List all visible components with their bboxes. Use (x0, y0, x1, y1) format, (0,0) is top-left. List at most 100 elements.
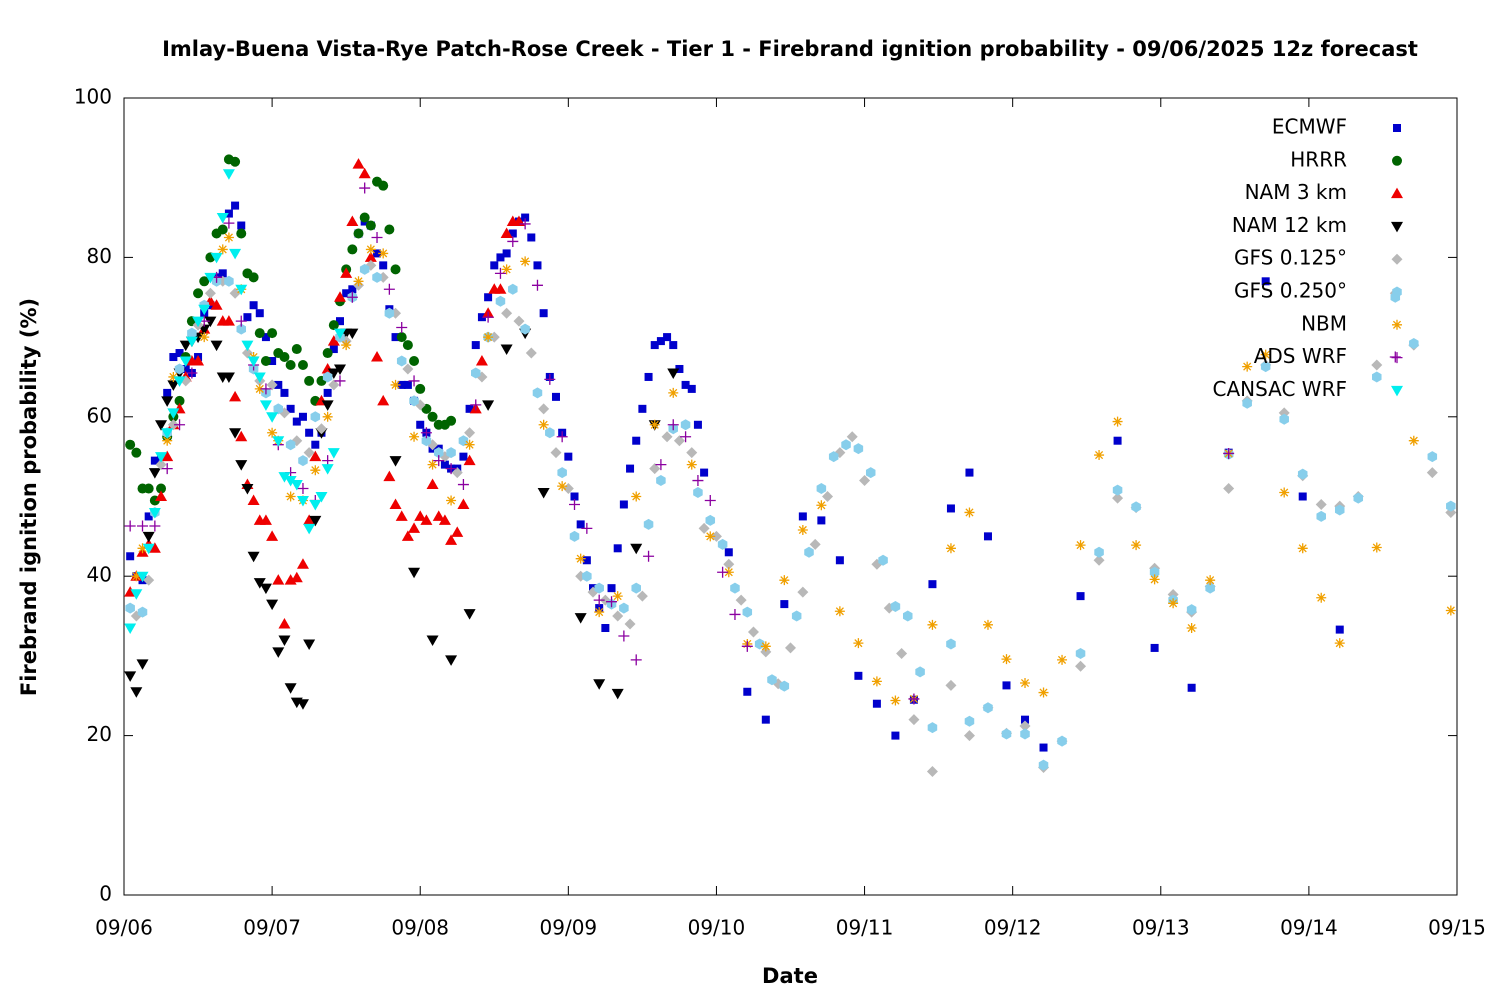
data-point (760, 641, 771, 652)
data-point (1242, 361, 1253, 372)
data-point (582, 556, 591, 565)
data-point (315, 423, 327, 435)
data-point (254, 383, 265, 394)
legend-label: GFS 0.250° (1234, 279, 1347, 303)
data-point (296, 558, 309, 569)
data-point (420, 514, 433, 525)
data-point (865, 467, 876, 479)
data-point (235, 315, 247, 327)
data-point (310, 411, 321, 423)
data-point (266, 530, 279, 541)
data-point (216, 213, 229, 224)
data-point (1223, 483, 1235, 495)
data-point (235, 460, 248, 471)
data-point (1001, 654, 1012, 665)
data-point (1205, 582, 1215, 594)
data-point (496, 253, 505, 262)
data-point (161, 463, 173, 475)
data-point (346, 328, 359, 340)
data-point (612, 591, 623, 602)
data-point (311, 440, 320, 449)
data-point (1205, 575, 1216, 586)
data-point (859, 475, 871, 487)
data-point (834, 606, 845, 617)
data-point (303, 639, 316, 650)
data-point (601, 624, 610, 633)
data-point (1242, 397, 1252, 409)
data-point (680, 419, 691, 431)
data-point (817, 516, 826, 525)
data-point (533, 261, 542, 270)
data-point (333, 364, 346, 375)
data-point (229, 428, 242, 439)
data-point (389, 456, 402, 467)
data-point (1223, 447, 1235, 459)
data-point (964, 507, 975, 518)
data-point (532, 387, 543, 399)
data-point (192, 316, 205, 328)
data-point (217, 224, 228, 235)
data-point (142, 543, 155, 555)
data-point (365, 244, 376, 255)
data-point (451, 467, 463, 479)
data-point (279, 352, 290, 363)
x-tick-label: 09/10 (688, 916, 746, 940)
data-point (983, 532, 992, 541)
data-point (797, 586, 809, 598)
data-point (1426, 467, 1438, 479)
data-point (946, 504, 955, 513)
data-point (155, 459, 167, 471)
data-point (169, 353, 178, 362)
data-point (426, 635, 439, 646)
data-point (915, 666, 925, 678)
plot-frame (123, 97, 1458, 896)
data-point (266, 379, 278, 391)
data-point (126, 552, 135, 561)
data-point (185, 336, 198, 348)
data-point (259, 583, 272, 595)
data-point (285, 439, 296, 451)
data-point (323, 388, 332, 397)
data-point (408, 375, 420, 387)
y-tick-label: 60 (87, 403, 112, 427)
data-point (390, 264, 401, 275)
data-point (717, 566, 729, 578)
data-point (347, 244, 358, 255)
data-point (1409, 337, 1419, 349)
data-point (1112, 492, 1124, 504)
data-point (551, 392, 560, 401)
data-point (1019, 720, 1031, 732)
data-point (926, 765, 938, 777)
data-point (304, 375, 315, 386)
data-point (124, 520, 136, 532)
data-point (273, 403, 284, 415)
data-point (446, 495, 457, 506)
data-point (463, 609, 476, 620)
data-point (124, 671, 137, 682)
data-point (409, 431, 420, 442)
data-point (328, 320, 339, 331)
data-point (427, 411, 438, 422)
data-point (729, 608, 741, 620)
data-point (131, 571, 142, 582)
data-point (854, 671, 863, 680)
data-point (1076, 592, 1085, 601)
data-point (521, 213, 530, 222)
data-point (471, 367, 481, 379)
legend-marker (1393, 124, 1401, 132)
data-point (908, 693, 920, 705)
data-point (143, 483, 154, 494)
data-point (179, 340, 192, 352)
data-point (569, 530, 580, 542)
data-point (669, 341, 678, 350)
data-point (890, 695, 901, 706)
x-tick-label: 09/08 (391, 916, 449, 940)
data-point (668, 387, 679, 398)
data-point (853, 443, 864, 455)
data-point (446, 415, 457, 426)
data-point (582, 570, 592, 582)
data-point (1038, 687, 1049, 698)
data-point (927, 722, 938, 734)
data-point (383, 470, 396, 482)
